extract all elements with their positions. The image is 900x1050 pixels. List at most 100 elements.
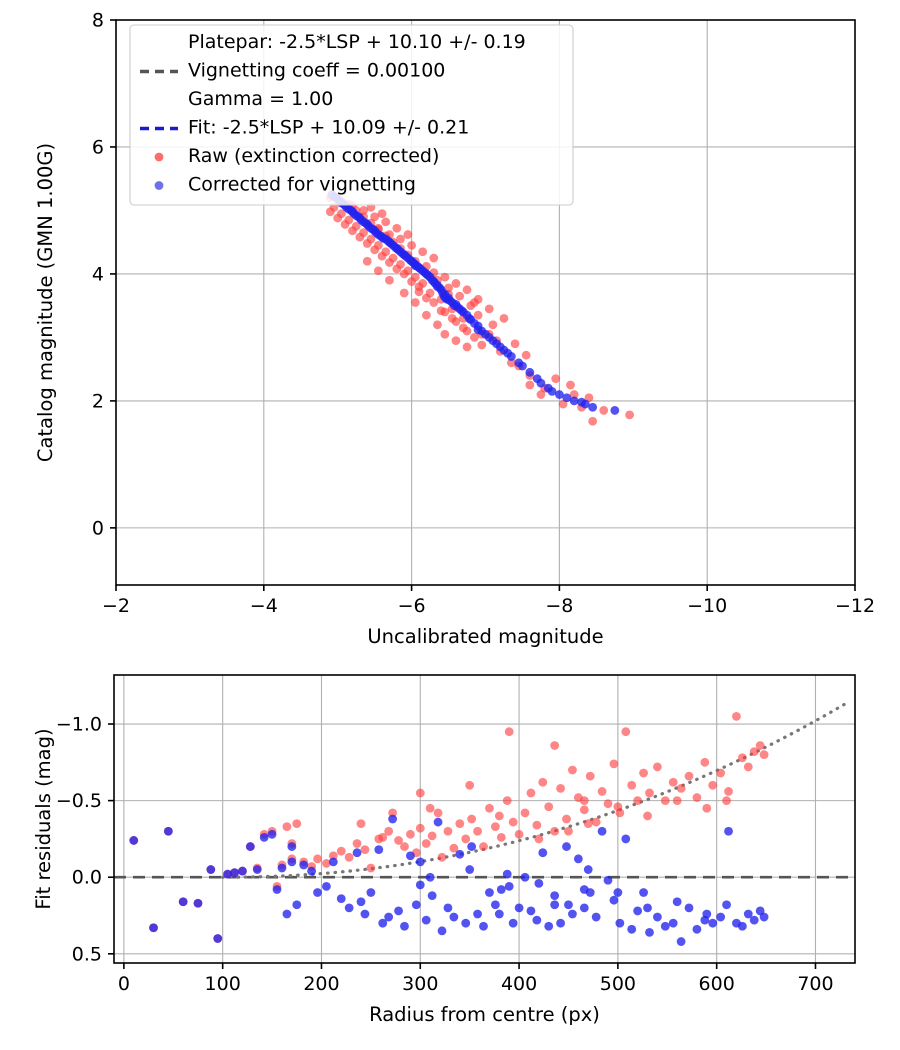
x-tick-label: 400	[501, 973, 537, 995]
x-tick-label: 100	[205, 973, 241, 995]
data-point	[433, 282, 442, 292]
data-point	[514, 829, 524, 839]
data-point	[621, 834, 631, 844]
data-point	[447, 313, 457, 323]
axis-ticks: 0 100 200 300 400 500 600 700 0.5 0.0 −0.5 −1.0	[56, 714, 834, 995]
data-point	[579, 885, 589, 894]
data-point	[708, 780, 718, 790]
data-point	[588, 402, 598, 412]
data-point	[252, 865, 262, 874]
data-point	[429, 253, 439, 263]
data-point	[555, 390, 564, 399]
bottom-panel: 0 100 200 300 400 500 600 700 0.5 0.0 −0.5 −1.0 Radi…	[32, 674, 856, 1026]
data-point	[639, 768, 648, 778]
data-point	[653, 912, 662, 922]
data-point	[421, 839, 431, 848]
data-point	[481, 329, 490, 339]
data-point	[488, 320, 498, 330]
data-point	[603, 875, 613, 885]
data-point	[564, 900, 573, 910]
data-point	[378, 918, 388, 928]
data-point	[603, 799, 613, 809]
data-point	[414, 287, 424, 297]
data-point	[149, 923, 158, 933]
data-point	[724, 787, 733, 796]
data-point	[684, 903, 694, 913]
data-point	[504, 727, 514, 737]
data-point	[643, 903, 652, 913]
data-point	[396, 234, 405, 244]
y-tick-label: 0.0	[72, 867, 102, 889]
data-point	[384, 912, 394, 922]
data-point	[477, 340, 487, 350]
data-point	[534, 878, 544, 888]
data-point	[538, 848, 548, 858]
data-point	[716, 912, 726, 922]
data-point	[427, 831, 437, 841]
data-point	[643, 811, 652, 821]
data-point	[356, 897, 366, 907]
data-point	[461, 918, 471, 928]
data-point	[510, 339, 520, 349]
data-point	[307, 866, 316, 876]
axis-ticks: −2 −4 −6 −8 −10 −12 0 2 4 6 8	[92, 10, 875, 618]
data-point	[282, 909, 292, 919]
data-point	[470, 333, 479, 342]
data-point	[299, 860, 309, 870]
data-point	[525, 367, 535, 377]
legend: Platepar: -2.5*LSP + 10.10 +/- 0.19 Vigne…	[129, 24, 574, 206]
data-point	[573, 854, 583, 864]
data-point	[427, 891, 437, 900]
data-point	[406, 851, 415, 861]
legend-entry-label: Gamma = 1.00	[188, 88, 333, 110]
legend-box	[129, 24, 574, 206]
data-point	[344, 903, 354, 913]
data-point	[366, 863, 376, 873]
data-point	[722, 900, 731, 910]
data-point	[362, 256, 372, 266]
data-point	[287, 842, 297, 851]
data-point	[457, 306, 467, 316]
data-point	[292, 900, 302, 910]
x-tick-label: −10	[687, 595, 727, 617]
data-point	[407, 240, 416, 250]
x-tick-label: −4	[250, 595, 278, 617]
x-tick-label: −8	[545, 595, 573, 617]
data-point	[653, 762, 662, 772]
data-point	[410, 298, 420, 307]
data-point	[455, 849, 465, 859]
data-point	[479, 842, 488, 851]
data-point	[514, 903, 524, 913]
data-point	[193, 898, 203, 908]
data-point	[458, 323, 468, 333]
data-point	[732, 711, 741, 721]
data-point	[485, 803, 494, 813]
data-point	[399, 288, 409, 298]
data-point	[508, 817, 518, 827]
data-point	[437, 926, 447, 936]
data-point	[504, 882, 514, 891]
data-point	[627, 924, 637, 934]
data-point	[455, 819, 465, 828]
data-point	[660, 796, 670, 806]
data-point	[440, 329, 450, 339]
data-point	[421, 293, 431, 303]
data-point	[496, 832, 506, 842]
data-point	[743, 909, 753, 919]
data-point	[373, 266, 383, 276]
data-point	[415, 788, 425, 798]
data-point	[585, 771, 595, 781]
data-point	[437, 852, 447, 862]
data-point	[394, 906, 403, 916]
data-point	[467, 814, 477, 824]
x-tick-label: 500	[600, 973, 636, 995]
data-point	[352, 848, 362, 858]
data-point	[178, 897, 188, 907]
data-point	[462, 342, 472, 352]
x-tick-label: 200	[303, 973, 339, 995]
data-point	[213, 934, 223, 943]
data-point	[388, 808, 398, 818]
data-point	[583, 819, 593, 828]
data-point	[514, 358, 524, 368]
data-point	[556, 783, 565, 793]
